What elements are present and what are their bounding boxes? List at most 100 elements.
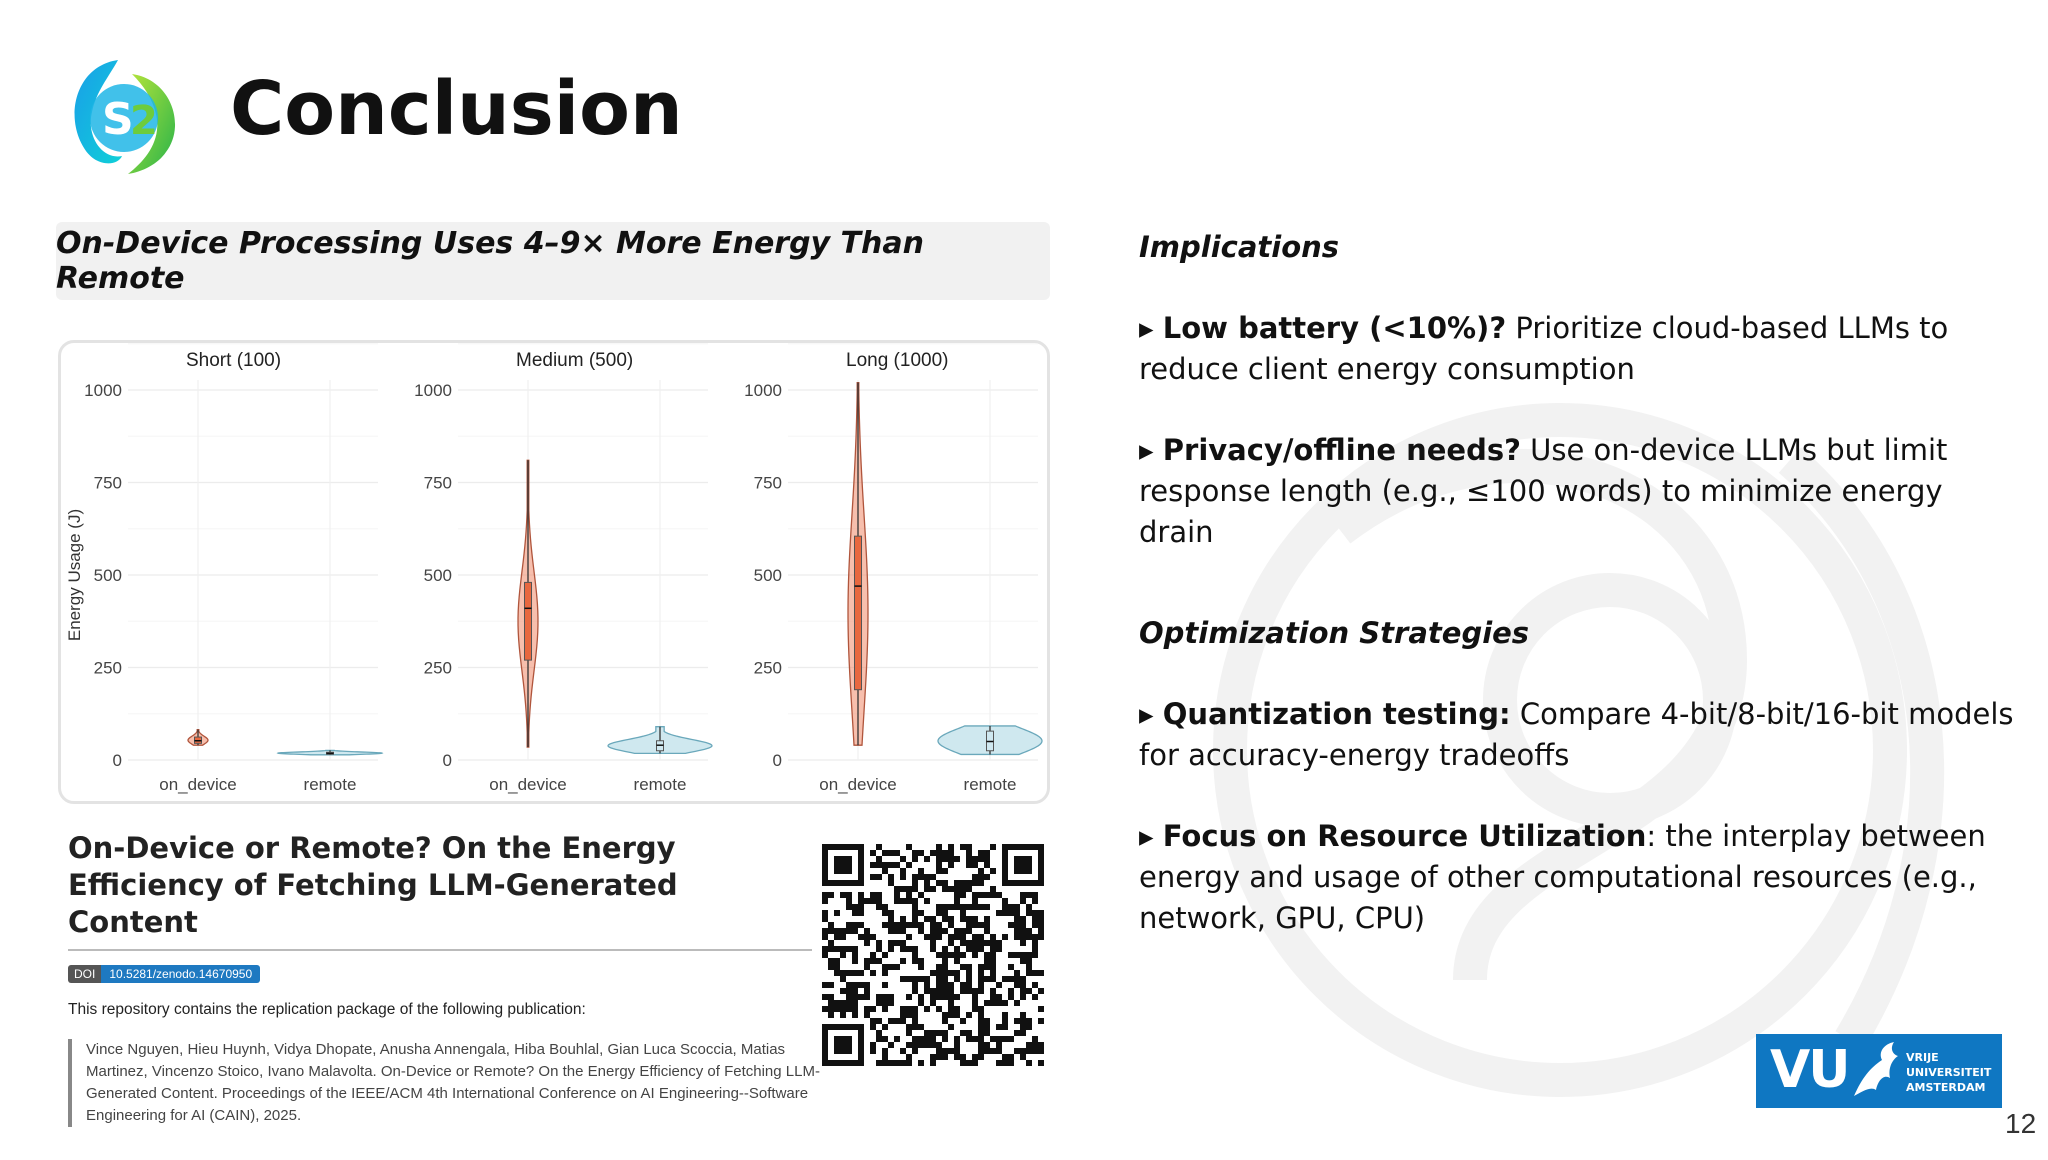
qr-module <box>918 1042 924 1048</box>
y-tick-label: 250 <box>754 659 782 678</box>
griffin-icon <box>1854 1042 1898 1096</box>
page-number: 12 <box>2005 1108 2037 1139</box>
y-tick-label: 0 <box>773 751 782 770</box>
qr-module <box>966 976 972 982</box>
qr-module <box>870 934 876 940</box>
qr-module <box>1026 1018 1032 1024</box>
qr-module <box>846 982 852 988</box>
qr-module <box>858 904 864 910</box>
qr-code-icon[interactable] <box>822 844 1044 1066</box>
qr-module <box>852 1006 858 1012</box>
qr-module <box>1002 934 1008 940</box>
qr-module <box>828 1006 834 1012</box>
qr-module <box>834 928 840 934</box>
qr-module <box>1020 898 1026 904</box>
qr-module <box>936 1054 942 1060</box>
y-tick-label: 250 <box>424 659 452 678</box>
qr-module <box>948 850 954 856</box>
qr-module <box>1002 1012 1008 1018</box>
qr-module <box>924 874 930 880</box>
qr-module <box>918 922 924 928</box>
qr-module <box>948 904 954 910</box>
qr-module <box>942 958 948 964</box>
qr-module <box>1014 1048 1020 1054</box>
chart-frame <box>58 340 1050 804</box>
doi-badge[interactable]: DOI 10.5281/zenodo.14670950 <box>68 965 261 983</box>
qr-module <box>1032 982 1038 988</box>
qr-module <box>1014 952 1020 958</box>
qr-module <box>1026 988 1032 994</box>
qr-module <box>822 952 828 958</box>
qr-module <box>1038 988 1044 994</box>
x-tick-label: remote <box>964 775 1017 794</box>
qr-module <box>900 1006 906 1012</box>
qr-module <box>918 1036 924 1042</box>
y-tick-label: 0 <box>113 751 122 770</box>
qr-module <box>954 946 960 952</box>
qr-module <box>942 952 948 958</box>
qr-module <box>912 904 918 910</box>
qr-module <box>918 892 924 898</box>
qr-module <box>894 862 900 868</box>
qr-module <box>912 922 918 928</box>
qr-module <box>876 1018 882 1024</box>
triangle-bullet-icon: ▸ <box>1139 311 1163 345</box>
qr-module <box>984 850 990 856</box>
bullet-text: Prioritize cloud-based LLMs to reduce cl… <box>1139 311 1949 386</box>
qr-module <box>828 982 834 988</box>
qr-module <box>1020 976 1026 982</box>
qr-module <box>852 994 858 1000</box>
qr-module <box>966 988 972 994</box>
qr-module <box>900 940 906 946</box>
qr-module <box>984 856 990 862</box>
qr-module <box>966 886 972 892</box>
qr-module <box>930 970 936 976</box>
qr-finder <box>1014 856 1032 874</box>
qr-module <box>984 892 990 898</box>
panel-title: Medium (500) <box>516 350 633 371</box>
qr-module <box>984 976 990 982</box>
qr-module <box>888 874 894 880</box>
qr-module <box>984 964 990 970</box>
qr-module <box>888 928 894 934</box>
qr-module <box>822 892 828 898</box>
vu-amsterdam-logo: VU VRIJE UNIVERSITEIT AMSTERDAM <box>1756 1034 2002 1108</box>
qr-module <box>894 922 900 928</box>
qr-module <box>828 922 834 928</box>
qr-module <box>828 994 834 1000</box>
qr-module <box>1002 1054 1008 1060</box>
qr-module <box>876 898 882 904</box>
qr-module <box>918 994 924 1000</box>
qr-module <box>828 892 834 898</box>
qr-module <box>978 892 984 898</box>
qr-module <box>1014 916 1020 922</box>
qr-module <box>1032 970 1038 976</box>
qr-module <box>996 1036 1002 1042</box>
qr-module <box>972 1036 978 1042</box>
qr-module <box>870 952 876 958</box>
qr-module <box>972 952 978 958</box>
qr-module <box>930 934 936 940</box>
qr-module <box>870 898 876 904</box>
qr-module <box>828 1012 834 1018</box>
qr-module <box>876 844 882 850</box>
qr-module <box>846 1000 852 1006</box>
qr-module <box>852 970 858 976</box>
y-tick-label: 750 <box>754 474 782 493</box>
qr-module <box>900 868 906 874</box>
qr-module <box>846 970 852 976</box>
qr-module <box>936 964 942 970</box>
y-tick-label: 500 <box>94 566 122 585</box>
qr-module <box>912 874 918 880</box>
qr-module <box>948 916 954 922</box>
qr-module <box>1020 982 1026 988</box>
qr-module <box>948 970 954 976</box>
qr-module <box>864 988 870 994</box>
qr-module <box>978 856 984 862</box>
qr-module <box>984 1018 990 1024</box>
qr-module <box>822 934 828 940</box>
qr-module <box>1032 1042 1038 1048</box>
bullet-text: Use on-device LLMs but limit response le… <box>1139 433 1948 549</box>
qr-module <box>972 988 978 994</box>
qr-module <box>948 856 954 862</box>
